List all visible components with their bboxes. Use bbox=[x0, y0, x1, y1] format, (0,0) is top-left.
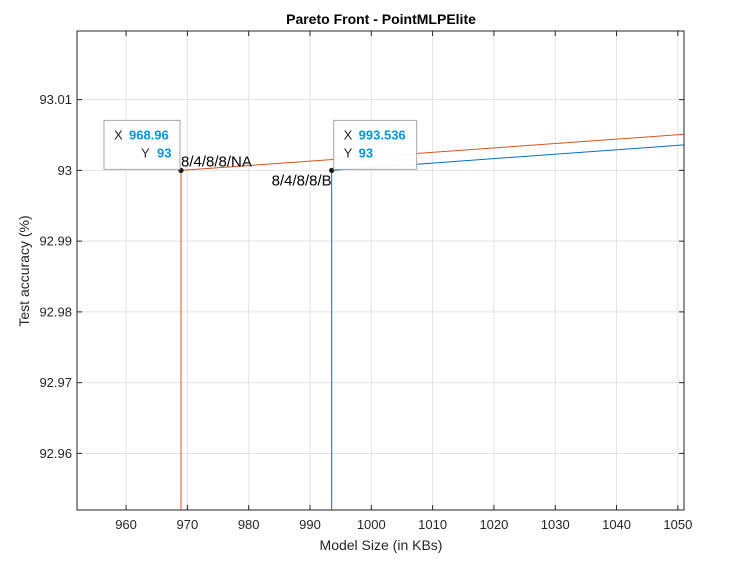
datatip-y-key: Y bbox=[344, 145, 353, 160]
datatip[interactable]: X 993.536 Y 93 bbox=[333, 119, 418, 170]
datatip-box bbox=[333, 119, 418, 170]
point-label: 8/4/8/8/B bbox=[272, 172, 332, 189]
data-point[interactable] bbox=[329, 167, 335, 173]
axes-box bbox=[76, 30, 685, 511]
datatip-y-value: 93 bbox=[157, 145, 171, 160]
x-tick-label: 960 bbox=[115, 517, 137, 532]
datatip-box bbox=[103, 119, 181, 170]
datatip-x-key: X bbox=[114, 127, 123, 142]
datatip-x-value: 993.536 bbox=[359, 127, 406, 142]
point-label: 8/4/8/8/NA bbox=[181, 153, 252, 170]
x-tick-label: 1040 bbox=[602, 517, 631, 532]
y-tick-label: 92.98 bbox=[39, 304, 72, 319]
x-tick-label: 980 bbox=[238, 517, 260, 532]
x-tick-label: 1000 bbox=[357, 517, 386, 532]
x-tick-label: 1030 bbox=[541, 517, 570, 532]
x-tick-label: 1050 bbox=[663, 517, 692, 532]
y-tick-label: 93.01 bbox=[39, 92, 72, 107]
datatip[interactable]: X 968.96 Y 93 bbox=[103, 119, 181, 170]
x-axis-label: Model Size (in KBs) bbox=[320, 537, 443, 553]
y-tick-label: 93 bbox=[58, 163, 72, 178]
x-tick-label: 1010 bbox=[418, 517, 447, 532]
y-tick-label: 92.96 bbox=[39, 446, 72, 461]
datatip-x-value: 968.96 bbox=[129, 127, 169, 142]
y-tick-label: 92.97 bbox=[39, 375, 72, 390]
chart-title: Pareto Front - PointMLPElite bbox=[286, 11, 476, 27]
x-tick-label: 970 bbox=[177, 517, 199, 532]
x-tick-label: 990 bbox=[299, 517, 321, 532]
datatip-y-key: Y bbox=[141, 145, 150, 160]
y-axis-label: Test accuracy (%) bbox=[16, 215, 32, 326]
x-tick-label: 1020 bbox=[479, 517, 508, 532]
datatip-y-value: 93 bbox=[359, 145, 373, 160]
datatip-x-key: X bbox=[344, 127, 353, 142]
y-tick-label: 92.99 bbox=[39, 234, 72, 249]
